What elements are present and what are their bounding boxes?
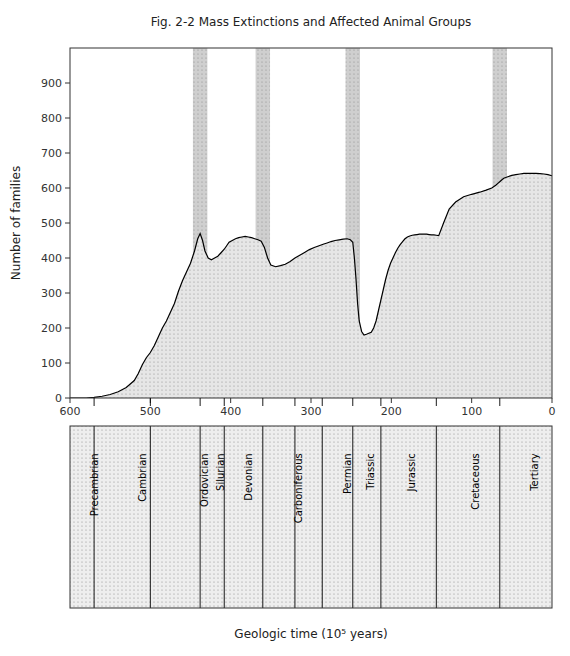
x-tick-label: 300 <box>301 405 322 418</box>
y-tick-label: 0 <box>55 392 62 405</box>
x-tick <box>552 398 553 403</box>
x-tick-label: 400 <box>220 405 241 418</box>
x-axis-label: Geologic time (10⁵ years) <box>234 627 387 641</box>
y-tick-label: 900 <box>41 77 62 90</box>
x-tick <box>471 398 472 403</box>
x-tick-label: 600 <box>60 405 81 418</box>
x-tick <box>230 398 231 403</box>
area-stipple <box>70 173 552 398</box>
title: Fig. 2-2 Mass Extinctions and Affected A… <box>151 15 472 29</box>
period-label: Ordovician <box>199 453 210 507</box>
x-tick-label: 500 <box>140 405 161 418</box>
period-label: Cambrian <box>137 453 148 502</box>
period-boundary-tick <box>352 398 353 406</box>
period-label: Carboni­ferous <box>293 453 304 523</box>
y-tick <box>65 293 70 294</box>
plot-frame <box>70 48 552 398</box>
y-tick <box>65 188 70 189</box>
x-tick-label: 100 <box>461 405 482 418</box>
x-tick <box>70 398 71 403</box>
area-fill <box>70 173 552 398</box>
chart: Fig. 2-2 Mass Extinctions and Affected A… <box>0 0 570 656</box>
y-tick-label: 700 <box>41 147 62 160</box>
y-tick <box>65 153 70 154</box>
period-boundary-tick <box>322 398 323 406</box>
period-box-bg <box>70 426 552 608</box>
y-tick <box>65 328 70 329</box>
period-boundary-tick <box>200 398 201 406</box>
y-tick-label: 300 <box>41 287 62 300</box>
period-label: Silurian <box>215 453 226 491</box>
period-boundary <box>352 426 353 608</box>
y-tick <box>65 118 70 119</box>
y-tick-label: 500 <box>41 217 62 230</box>
x-tick-label: 200 <box>381 405 402 418</box>
period-boundary-tick <box>380 398 381 406</box>
y-tick-label: 600 <box>41 182 62 195</box>
x-tick <box>391 398 392 403</box>
period-boundary-tick <box>150 398 151 406</box>
period-label: Permian <box>342 453 353 494</box>
period-label: Tertiary <box>529 453 540 492</box>
period-boundary-tick <box>262 398 263 406</box>
period-boundary <box>380 426 381 608</box>
period-boundary <box>200 426 201 608</box>
period-label: Precambrian <box>89 453 100 516</box>
period-boundary-tick <box>224 398 225 406</box>
period-boundary <box>322 426 323 608</box>
y-tick <box>65 83 70 84</box>
y-tick <box>65 398 70 399</box>
period-boundary <box>436 426 437 608</box>
y-tick-label: 400 <box>41 252 62 265</box>
period-boundary <box>224 426 225 608</box>
period-boundary <box>150 426 151 608</box>
period-boundary-tick <box>94 398 95 406</box>
period-box-stipple <box>70 426 552 608</box>
period-label: Devonian <box>243 453 254 500</box>
y-tick <box>65 223 70 224</box>
x-tick-label: 0 <box>549 405 556 418</box>
plot-area <box>70 48 552 398</box>
y-tick-label: 200 <box>41 322 62 335</box>
period-box-frame <box>70 426 552 608</box>
period-label: Triassic <box>365 453 376 490</box>
period-boundary-tick <box>436 398 437 406</box>
period-boundary-tick <box>499 398 500 406</box>
y-tick <box>65 258 70 259</box>
period-label: Cretaceous <box>470 453 481 509</box>
y-tick-label: 100 <box>41 357 62 370</box>
y-tick-label: 800 <box>41 112 62 125</box>
y-axis-label: Number of families <box>9 166 23 280</box>
period-boundary <box>499 426 500 608</box>
x-tick <box>311 398 312 403</box>
period-label: Jurassic <box>406 453 417 492</box>
y-tick <box>65 363 70 364</box>
period-boundary <box>262 426 263 608</box>
curve <box>70 173 552 398</box>
period-boundary-tick <box>294 398 295 406</box>
